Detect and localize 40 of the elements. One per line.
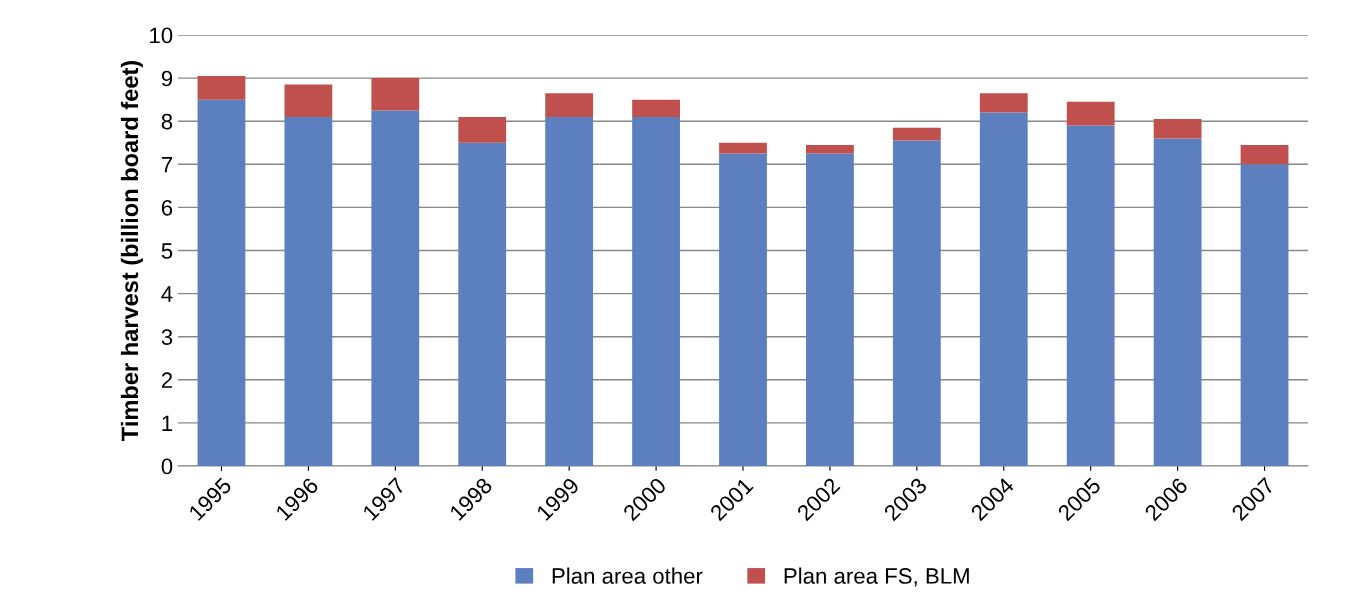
y-tick-label: 8	[161, 113, 173, 130]
bar	[979, 93, 1028, 113]
bar	[892, 140, 941, 466]
bar	[371, 78, 420, 111]
bar	[1066, 125, 1115, 466]
bar	[979, 112, 1028, 466]
bar	[197, 75, 246, 100]
bar	[284, 116, 333, 466]
y-tick-label: 6	[161, 199, 173, 216]
bar	[371, 110, 420, 466]
y-tick-label: 3	[161, 329, 173, 345]
y-tick-label: 4	[161, 286, 173, 302]
legend-label: Plan area FS, BLM	[784, 567, 969, 587]
bar	[458, 142, 507, 466]
bar	[806, 153, 854, 466]
legend-label: Plan area other	[552, 567, 703, 584]
bar	[1240, 144, 1289, 165]
y-tick-label: 2	[161, 372, 173, 388]
y-tick-label: 1	[162, 415, 173, 431]
bar	[632, 99, 680, 117]
bar	[719, 153, 767, 466]
y-tick-label: 7	[161, 157, 173, 173]
bar	[806, 144, 854, 154]
y-tick-label: 0	[161, 458, 173, 475]
bar	[892, 127, 941, 141]
bar	[284, 84, 333, 117]
bar	[545, 116, 594, 466]
bar	[1066, 101, 1115, 126]
y-tick-label: 9	[161, 70, 173, 87]
bar	[545, 93, 594, 117]
bar	[197, 99, 246, 466]
bar	[458, 116, 507, 143]
y-tick-label: 10	[150, 27, 173, 44]
bar	[1153, 138, 1202, 466]
bar	[632, 116, 680, 466]
bar	[719, 142, 767, 154]
bar	[1240, 164, 1289, 466]
bar	[1153, 119, 1202, 139]
y-axis-title: Timber harvest (billion board feet)	[120, 60, 143, 441]
y-tick-label: 5	[161, 243, 173, 259]
